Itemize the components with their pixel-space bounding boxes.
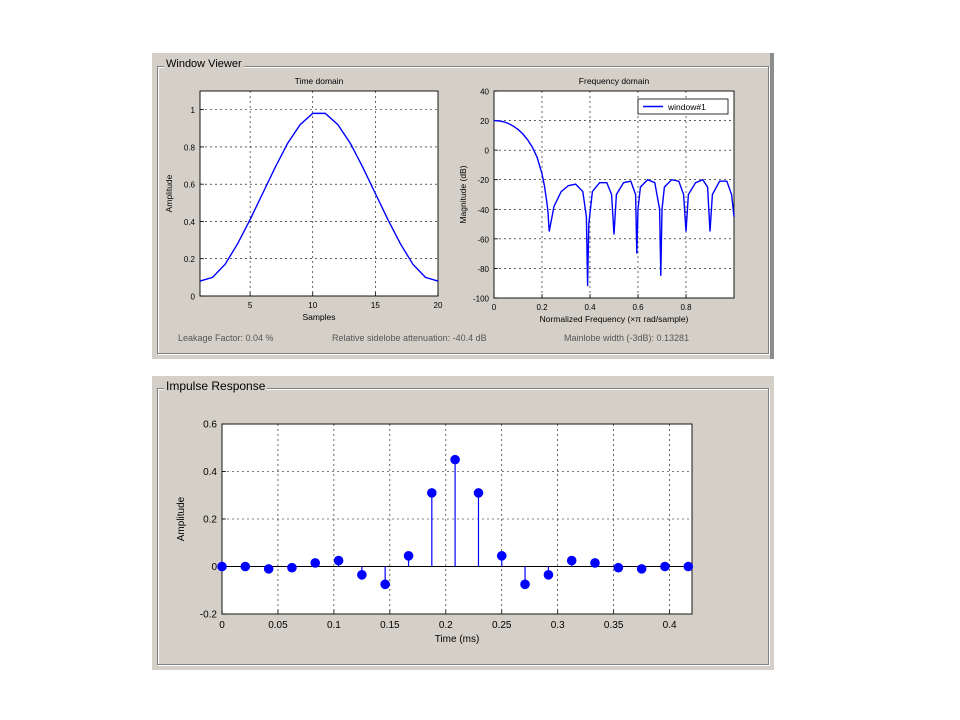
chart1-y-axis-label: Magnitude (dB) (458, 165, 468, 223)
chart2-point-10 (450, 454, 460, 465)
chart2-point-14 (543, 570, 554, 580)
chart2-x-tick-label-5: 0.25 (492, 620, 512, 631)
chart2-x-tick-label-3: 0.15 (380, 620, 400, 631)
window-viewer-charts: 5 10 15 20 0 0.2 0.4 0.6 0.8 1 Time domain Samples A… (164, 76, 735, 324)
chart2-plot-border (221, 423, 693, 615)
chart2-y-tick-label-4: 0.6 (203, 420, 217, 431)
chart1-y-tick-label-0: -100 (473, 295, 490, 304)
mainlobe-width: Mainlobe width (-3dB): 0.13281 (564, 333, 690, 343)
chart2-point-6 (357, 570, 367, 580)
chart1-legend-label: window#1 (667, 102, 706, 112)
chart1-series-line (493, 119, 735, 287)
chart1-x-tick-label-2: 0.4 (584, 303, 596, 312)
chart0-x-tick-label-1: 10 (308, 301, 317, 310)
panel-edge (770, 53, 774, 359)
sidelobe-attenuation: Relative sidelobe attenuation: -40.4 dB (332, 333, 487, 343)
chart0-y-tick-label-5: 1 (191, 106, 196, 115)
chart0-x-tick-label-3: 20 (434, 301, 443, 310)
chart2-point-4 (310, 558, 321, 568)
window-viewer-title: Window Viewer (164, 58, 244, 70)
chart0-x-tick-label-2: 15 (371, 301, 380, 310)
chart1-x-tick-label-4: 0.8 (680, 303, 692, 312)
chart0-y-tick-label-3: 0.6 (184, 181, 196, 190)
chart2-x-axis-label: Time (ms) (435, 634, 480, 645)
chart0-plot-border (199, 90, 439, 297)
chart2-x-tick-label-6: 0.3 (551, 620, 565, 631)
impulse-response-chart: 0 0.05 0.1 0.15 0.2 0.25 0.3 0.35 0.4-0.200.20.4… (176, 420, 694, 645)
chart2-y-tick-label-0: -0.2 (200, 610, 218, 621)
chart2-point-19 (660, 561, 670, 572)
chart1-y-tick-label-2: -60 (477, 235, 489, 244)
chart1-y-tick-label-3: -40 (477, 206, 489, 215)
chart0-series-line (199, 112, 439, 282)
chart2-point-2 (263, 564, 274, 574)
chart2-point-15 (566, 555, 577, 566)
leakage-factor: Leakage Factor: 0.04 % (178, 333, 274, 343)
chart1-y-tick-label-5: 0 (485, 147, 490, 156)
chart0-y-axis-label: Amplitude (164, 174, 174, 212)
chart1-x-tick-label-0: 0 (492, 303, 497, 312)
chart0-y-tick-label-0: 0 (191, 293, 196, 302)
chart2-point-11 (473, 488, 484, 498)
chart0-title: Time domain (295, 76, 344, 86)
chart1-y-tick-label-6: 20 (480, 117, 489, 126)
chart2-point-5 (333, 555, 344, 566)
chart2-x-tick-label-2: 0.1 (327, 620, 341, 631)
chart2-point-9 (427, 488, 437, 498)
window-viewer-panel: Window Viewer 5 10 15 20 0 0.2 0.4 0.6 0.8 1 Time … (152, 53, 774, 359)
chart0-y-tick-label-1: 0.2 (184, 255, 196, 264)
chart2-point-0 (217, 561, 227, 572)
chart2-y-tick-label-2: 0.2 (203, 515, 217, 526)
impulse-response-frame (157, 388, 769, 665)
chart2-y-tick-label-1: 0 (211, 562, 217, 573)
window-viewer-frame (157, 66, 769, 354)
chart2-point-16 (590, 558, 600, 568)
chart2-point-8 (403, 551, 414, 561)
chart2-point-12 (496, 551, 507, 561)
chart2-point-3 (287, 562, 297, 573)
chart1-legend-box (637, 98, 729, 115)
chart1-y-tick-label-7: 40 (480, 88, 489, 97)
chart0-plot-area (200, 91, 438, 296)
chart1-title: Frequency domain (579, 76, 650, 86)
chart2-x-tick-label-1: 0.05 (268, 620, 288, 631)
chart1-plot-border (493, 90, 735, 299)
chart1-x-axis-label: Normalized Frequency (×π rad/sample) (540, 314, 689, 324)
chart2-point-7 (380, 579, 390, 590)
chart2-point-20 (683, 561, 694, 572)
chart0-y-tick-label-4: 0.8 (184, 143, 196, 152)
chart1-y-tick-label-1: -80 (477, 265, 489, 274)
chart2-point-18 (636, 564, 647, 574)
chart2-x-tick-label-7: 0.35 (604, 620, 624, 631)
chart2-x-tick-label-0: 0 (219, 620, 225, 631)
chart0-x-axis-label: Samples (302, 312, 335, 322)
chart1-y-tick-label-4: -20 (477, 176, 489, 185)
chart2-point-17 (613, 562, 624, 573)
chart2-x-tick-label-4: 0.2 (439, 620, 453, 631)
chart2-y-tick-label-3: 0.4 (203, 467, 217, 478)
chart0-y-tick-label-2: 0.4 (184, 218, 196, 227)
chart2-point-1 (240, 561, 251, 572)
chart2-y-axis-label: Amplitude (176, 496, 187, 541)
impulse-response-title: Impulse Response (164, 379, 268, 393)
chart1-plot-area (494, 91, 734, 298)
chart0-x-tick-label-0: 5 (248, 301, 253, 310)
chart1-x-tick-label-1: 0.2 (536, 303, 548, 312)
impulse-response-panel: Impulse Response 0 0.05 0.1 0.15 0.2 0.25 0.3 0… (152, 376, 774, 670)
chart2-x-tick-label-8: 0.4 (663, 620, 677, 631)
chart2-point-13 (520, 579, 530, 590)
chart1-x-tick-label-3: 0.6 (632, 303, 644, 312)
